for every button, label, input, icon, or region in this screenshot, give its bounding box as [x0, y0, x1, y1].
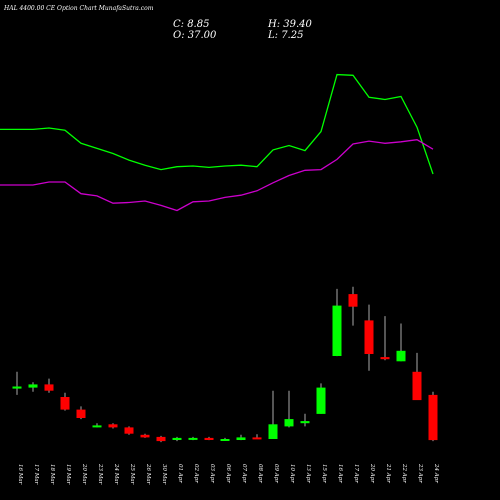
candle-body	[364, 320, 374, 354]
x-tick-label: 16 Mar	[17, 464, 23, 485]
candle-body	[348, 294, 358, 307]
candle-body	[12, 386, 22, 389]
candle-body	[268, 424, 278, 439]
candle-9	[156, 435, 166, 443]
candle-body	[396, 350, 406, 362]
candle-body	[108, 424, 118, 428]
candle-4	[76, 406, 86, 420]
candle-26	[428, 391, 438, 442]
candle-body	[92, 425, 102, 428]
candle-14	[236, 434, 246, 441]
candle-19	[316, 383, 326, 414]
candle-body	[124, 427, 134, 434]
candle-body	[60, 397, 70, 410]
x-tick-label: 21 Apr	[385, 463, 391, 483]
candle-body	[76, 409, 86, 418]
candle-24	[396, 323, 406, 362]
x-tick-label: 24 Mar	[113, 463, 119, 485]
candle-1	[28, 382, 38, 392]
candle-18	[300, 413, 310, 427]
x-tick-label: 17 Apr	[353, 464, 359, 483]
candle-body	[156, 436, 166, 442]
candle-21	[348, 286, 358, 326]
candle-body	[172, 437, 182, 440]
candle-6	[108, 423, 118, 429]
x-tick-label: 17 Mar	[33, 464, 39, 485]
candle-body	[44, 384, 54, 391]
candle-25	[412, 352, 422, 401]
candle-body	[316, 387, 326, 414]
x-tick-label: 13 Apr	[305, 464, 311, 483]
candle-13	[220, 437, 230, 441]
x-tick-label: 26 Mar	[145, 463, 151, 485]
x-tick-label: 23 Apr	[417, 463, 423, 483]
candle-11	[188, 436, 198, 441]
candle-15	[252, 434, 262, 440]
x-tick-label: 16 Apr	[337, 464, 343, 483]
x-tick-label: 24 Apr	[433, 463, 439, 483]
candle-body	[188, 437, 198, 440]
x-tick-label: 06 Apr	[225, 464, 231, 483]
candle-20	[332, 288, 342, 357]
candle-body	[332, 305, 342, 356]
candle-17	[284, 390, 294, 428]
candle-body	[252, 437, 262, 440]
bands-layer	[0, 73, 434, 212]
candle-body	[380, 357, 390, 360]
x-tick-label: 15 Apr	[321, 464, 327, 483]
candle-0	[12, 371, 22, 395]
upper-band-line	[0, 73, 434, 175]
candle-10	[172, 436, 182, 442]
x-tick-label: 30 Mar	[161, 464, 167, 485]
candle-body	[300, 421, 310, 424]
candle-22	[364, 304, 374, 371]
x-tick-label: 22 Apr	[401, 463, 407, 483]
x-tick-label: 18 Mar	[49, 464, 55, 485]
candles-layer	[12, 286, 438, 443]
candle-body	[428, 394, 438, 441]
x-tick-label: 07 Apr	[241, 464, 247, 483]
x-tick-label: 02 Apr	[193, 464, 199, 483]
lower-band-line	[0, 139, 434, 212]
x-tick-label: 01 Apr	[177, 464, 183, 483]
x-tick-label: 19 Mar	[65, 464, 71, 485]
x-tick-label: 23 Mar	[97, 463, 103, 485]
candle-body	[220, 439, 230, 441]
x-tick-label: 20 Mar	[81, 463, 87, 485]
x-axis: 16 Mar 17 Mar 18 Mar 19 Mar 20 Mar 23 Mar 24 M…	[17, 463, 439, 485]
x-tick-label: 10 Apr	[289, 464, 295, 483]
candle-5	[92, 423, 102, 428]
high-label: H: 39.40	[268, 19, 312, 30]
candle-body	[236, 437, 246, 440]
x-tick-label: 25 Mar	[129, 463, 135, 485]
candle-2	[44, 378, 54, 393]
candle-body	[204, 437, 214, 440]
candle-3	[60, 392, 70, 411]
x-tick-label: 03 Apr	[209, 464, 215, 483]
candle-7	[124, 426, 134, 435]
close-label: C: 8.85	[173, 19, 210, 30]
candle-body	[140, 434, 150, 438]
candle-16	[268, 390, 278, 439]
candle-8	[140, 433, 150, 438]
x-tick-label: 20 Apr	[369, 463, 375, 483]
chart-title: HAL 4400.00 CE Option Chart MunafaSutra.…	[4, 5, 154, 12]
candle-body	[284, 419, 294, 427]
x-tick-label: 08 Apr	[257, 464, 263, 483]
x-tick-label: 09 Apr	[273, 464, 279, 483]
low-label: L: 7.25	[268, 30, 304, 41]
candle-23	[380, 316, 390, 361]
open-label: O: 37.00	[173, 30, 217, 41]
candle-body	[412, 371, 422, 401]
candle-12	[204, 436, 214, 441]
candle-body	[28, 384, 38, 388]
